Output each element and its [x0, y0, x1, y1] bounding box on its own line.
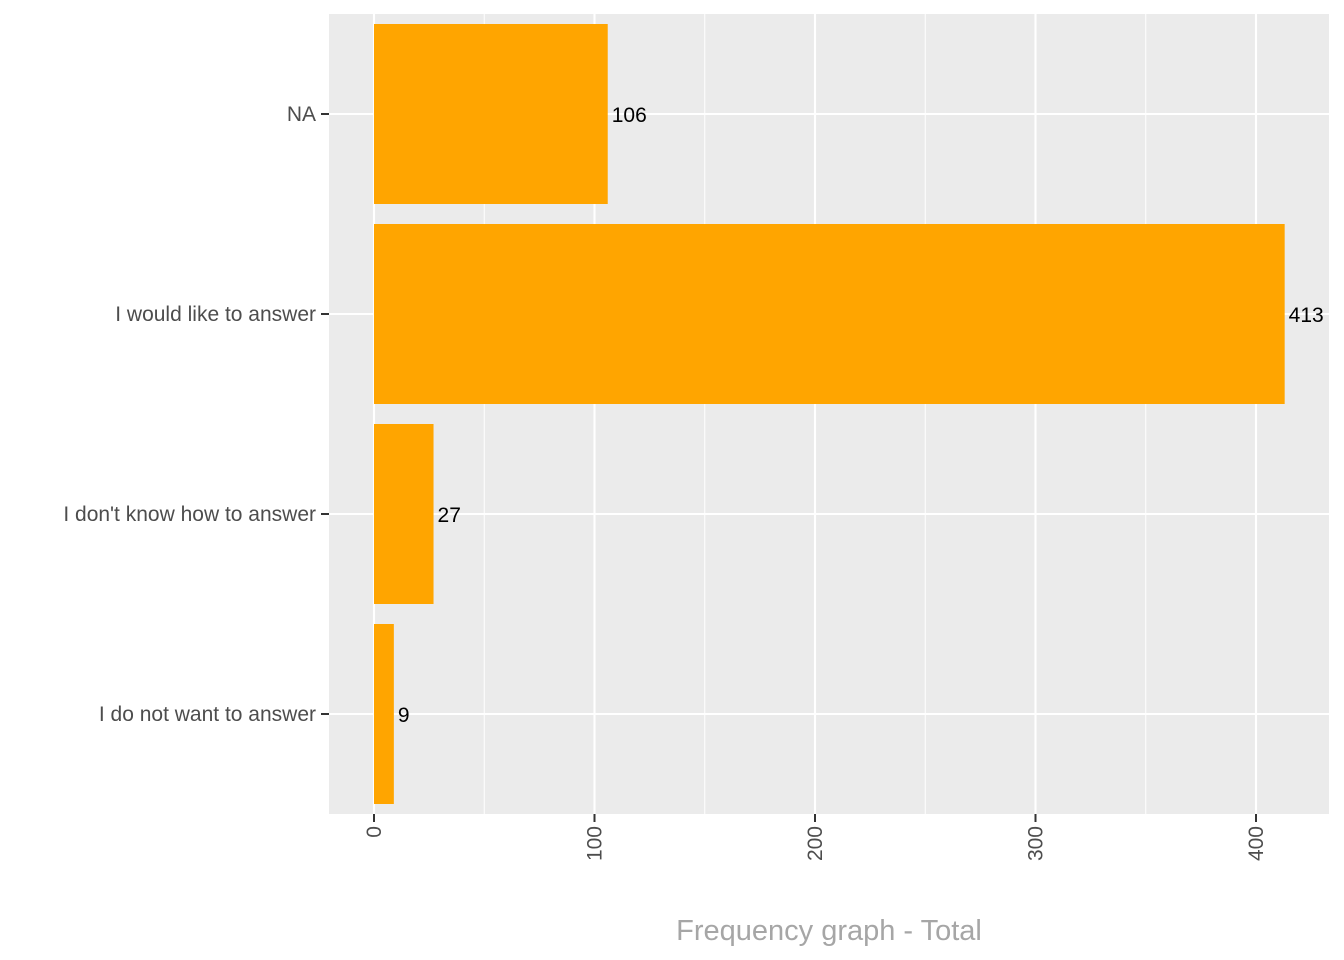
y-tick-label: I do not want to answer [99, 703, 316, 726]
bar [374, 224, 1285, 404]
x-tick-label: 300 [1025, 826, 1048, 861]
bar [374, 24, 608, 204]
x-axis: 0 100 200 300 400 [363, 814, 1268, 861]
x-tick-label: 100 [584, 826, 607, 861]
x-tick-label: 400 [1245, 826, 1268, 861]
bar-value-label: 27 [438, 504, 461, 527]
bar [374, 624, 394, 804]
y-tick-label: NA [287, 103, 316, 126]
y-tick-label: I don't know how to answer [63, 503, 316, 526]
bar-value-label: 413 [1289, 304, 1324, 327]
data-labels: 106 413 27 9 [398, 104, 1324, 727]
y-axis: NA I would like to answer I don't know how… [63, 103, 329, 726]
bar-value-label: 9 [398, 704, 410, 727]
x-tick-label: 0 [363, 826, 386, 838]
bar-value-label: 106 [612, 104, 647, 127]
bar [374, 424, 434, 604]
bars [374, 24, 1285, 804]
x-axis-title: Frequency graph - Total [676, 915, 982, 947]
x-tick-label: 200 [804, 826, 827, 861]
y-tick-label: I would like to answer [115, 303, 316, 326]
